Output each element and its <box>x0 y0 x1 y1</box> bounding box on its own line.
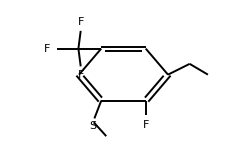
Text: F: F <box>43 44 50 54</box>
Text: F: F <box>78 17 84 27</box>
Text: F: F <box>143 120 149 130</box>
Text: S: S <box>90 121 97 131</box>
Text: F: F <box>78 70 84 80</box>
